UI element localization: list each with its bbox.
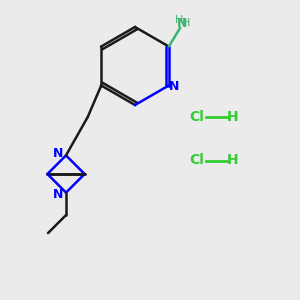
- Text: H: H: [182, 18, 190, 28]
- Text: N: N: [176, 17, 187, 30]
- Text: H: H: [227, 154, 238, 167]
- Text: Cl: Cl: [189, 154, 204, 167]
- Text: N: N: [53, 147, 64, 161]
- Text: N: N: [53, 188, 64, 201]
- Text: N: N: [169, 80, 179, 93]
- Text: H: H: [227, 110, 238, 124]
- Text: H: H: [175, 14, 183, 25]
- Text: Cl: Cl: [189, 110, 204, 124]
